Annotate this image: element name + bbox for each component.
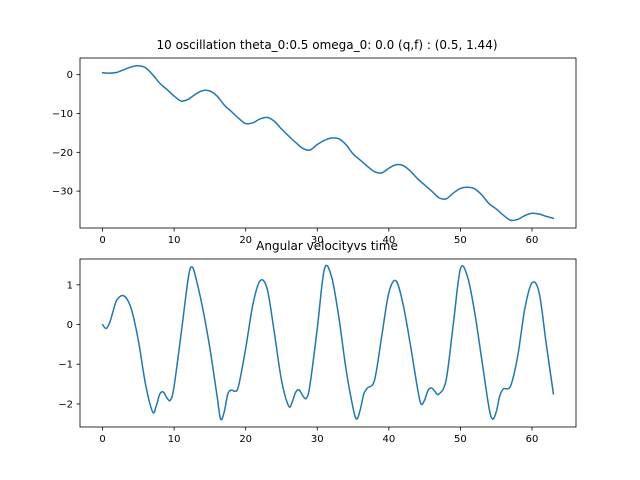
- position-plot-y-tick-label: −10: [52, 109, 73, 120]
- angular-velocity-plot-series: [101, 264, 555, 421]
- angular-velocity-plot-y-tick-label: 1: [67, 280, 73, 291]
- angular-velocity-plot-title: Angular velocityvs time: [256, 239, 398, 253]
- angular-velocity-plot: Angular velocityvs time 0 10 20 30 40 50 6010−…: [58, 239, 577, 445]
- angular-velocity-plot-x-tick-label: 0: [99, 434, 105, 445]
- angular-velocity-plot-series-line: [101, 264, 555, 421]
- angular-velocity-plot-x-tick-label: 40: [382, 434, 395, 445]
- position-plot-x-tick-label: 40: [382, 235, 395, 246]
- angular-velocity-plot-x-tick-label: 30: [311, 434, 324, 445]
- position-plot-x-tick-label: 10: [168, 235, 181, 246]
- position-plot-ticks: 0 10 20 30 40 50 60 0 −10 −20 −30: [52, 70, 538, 246]
- angular-velocity-plot-x-tick-label: 50: [454, 434, 467, 445]
- position-plot-title: 10 oscillation theta_0:0.5 omega_0: 0.0 …: [156, 38, 497, 52]
- position-plot-y-tick-label: −20: [52, 148, 73, 159]
- position-plot-series: [101, 64, 555, 222]
- angular-velocity-plot-y-tick-label: −1: [58, 360, 73, 371]
- position-plot-x-tick-label: 0: [99, 235, 105, 246]
- position-plot-x-tick-label: 50: [454, 235, 467, 246]
- angular-velocity-plot-x-tick-label: 20: [239, 434, 252, 445]
- position-plot-frame: [79, 57, 577, 229]
- position-plot-series-line: [101, 64, 555, 222]
- position-plot-y-tick-label: 0: [67, 70, 73, 81]
- angular-velocity-plot-y-tick-label: −2: [58, 399, 73, 410]
- position-plot-x-tick-label: 30: [311, 235, 324, 246]
- position-plot-y-tick-label: −30: [52, 187, 73, 198]
- position-plot-x-tick-label: 20: [239, 235, 252, 246]
- angular-velocity-plot-x-tick-label: 10: [168, 434, 181, 445]
- position-plot-x-tick-label: 60: [526, 235, 539, 246]
- angular-velocity-plot-x-tick-label: 60: [526, 434, 539, 445]
- angular-velocity-plot-frame: [79, 258, 577, 428]
- angular-velocity-plot-y-tick-label: 0: [67, 320, 73, 331]
- position-plot: 10 oscillation theta_0:0.5 omega_0: 0.0 …: [52, 38, 577, 246]
